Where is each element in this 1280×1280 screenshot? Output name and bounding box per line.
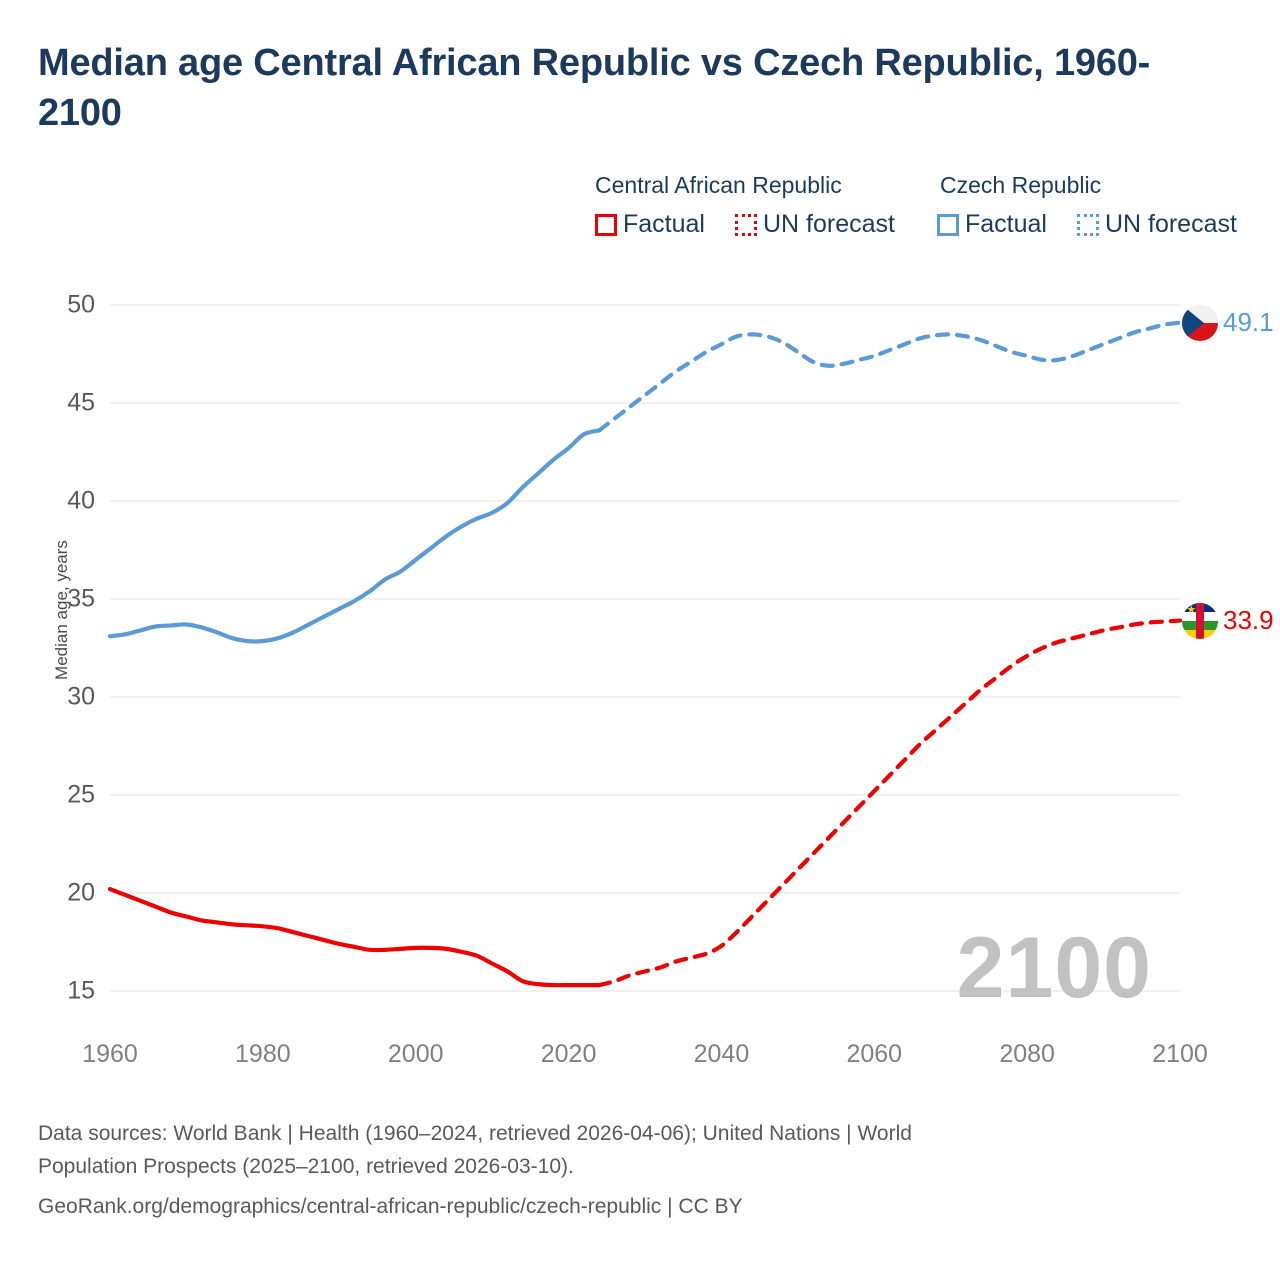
legend-item-cz-factual[interactable]: Factual: [936, 210, 1047, 239]
y-tick-label: 35: [67, 584, 95, 613]
grid-lines: [110, 304, 1180, 992]
czech-flag-icon: [1182, 304, 1218, 341]
x-tick-label: 1960: [82, 1040, 138, 1068]
series-forecast-line: [597, 618, 1183, 988]
x-tick-label: 2100: [1152, 1040, 1208, 1068]
y-tick-label: 25: [67, 780, 95, 809]
series-factual-line: [107, 428, 602, 644]
x-tick-label: 2040: [693, 1040, 750, 1068]
x-tick-label: 2020: [540, 1040, 597, 1068]
legend-items: Factual UN forecast Factual UN forecast: [595, 210, 1255, 239]
end-value-czech-republic: 49.1: [1223, 307, 1274, 338]
legend-label-cz-forecast: UN forecast: [1104, 210, 1237, 238]
legend-label-car-factual: Factual: [623, 210, 705, 238]
series-forecast-line: [597, 320, 1183, 433]
y-tick-label: 30: [67, 682, 95, 711]
footer-line-1: Data sources: World Bank | Health (1960–…: [38, 1122, 912, 1145]
footer-sources: Data sources: World Bank | Health (1960–…: [38, 1118, 1238, 1224]
end-label-czech-republic: 49.1: [1182, 304, 1274, 341]
chart-legend: Central African Republic Czech Republic …: [595, 172, 1255, 239]
y-tick-label: 45: [67, 388, 95, 417]
legend-swatch-solid-red-icon: [595, 213, 617, 236]
series-lines: [107, 320, 1183, 988]
central-african-republic-flag-icon: ★: [1182, 602, 1218, 639]
end-value-central-african-republic: 33.9: [1223, 605, 1274, 636]
legend-swatch-dotted-red-icon: [734, 213, 757, 236]
x-tick-label: 1980: [235, 1040, 291, 1068]
x-tick-label: 2000: [387, 1040, 444, 1068]
legend-label-cz-factual: Factual: [964, 210, 1047, 238]
legend-item-car-factual[interactable]: Factual: [595, 210, 705, 239]
page-title: Median age Central African Republic vs C…: [38, 42, 1151, 135]
series-factual-line: [107, 886, 602, 988]
year-watermark: 2100: [956, 920, 1152, 1016]
footer-line-2: Population Prospects (2025–2100, retriev…: [38, 1154, 574, 1178]
legend-item-car-forecast[interactable]: UN forecast: [734, 210, 895, 239]
legend-group-names: Central African Republic Czech Republic: [595, 172, 1255, 206]
legend-group-name-car: Central African Republic: [595, 172, 842, 198]
end-label-central-african-republic: ★ 33.9: [1182, 602, 1274, 639]
y-tick-label: 15: [67, 976, 95, 1005]
legend-group-name-cz: Czech Republic: [940, 172, 1102, 198]
x-tick-label: 2060: [846, 1040, 903, 1068]
legend-swatch-solid-blue-icon: [936, 213, 959, 236]
legend-label-car-forecast: UN forecast: [762, 210, 895, 238]
legend-item-cz-forecast[interactable]: UN forecast: [1076, 210, 1237, 239]
y-tick-label: 40: [67, 486, 95, 515]
legend-swatch-dotted-blue-icon: [1076, 213, 1099, 236]
x-tick-label: 2080: [999, 1040, 1055, 1068]
y-tick-label: 50: [67, 290, 95, 319]
y-tick-label: 20: [67, 878, 95, 907]
footer-line-3: GeoRank.org/demographics/central-african…: [38, 1195, 743, 1219]
